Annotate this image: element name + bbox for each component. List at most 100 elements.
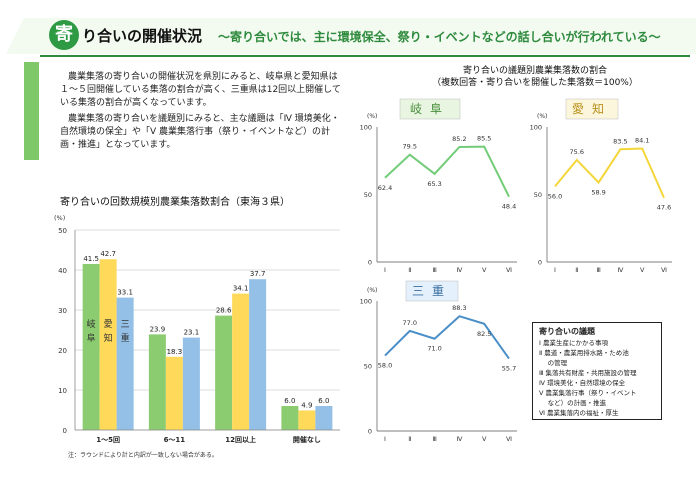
topic-legend-item: Ⅵ 農業集落内の福祉・厚生 [539, 409, 619, 417]
x-tick-label: Ⅱ [575, 266, 578, 274]
point-value-label: 85.5 [477, 135, 491, 143]
point-value-label: 71.0 [427, 345, 441, 353]
panel-title: 愛知 [572, 102, 612, 116]
bar-value-label: 23.1 [184, 329, 200, 337]
point-value-label: 84.1 [635, 136, 649, 144]
point-value-label: 56.0 [548, 192, 562, 200]
x-tick-label: Ⅵ [506, 266, 512, 274]
y-tick-label: 50 [58, 227, 67, 235]
series-line [554, 147, 665, 199]
x-tick-label: Ⅴ [640, 266, 645, 274]
topic-legend: 寄り合いの議題 Ⅰ 農業生産にかかる事項 Ⅱ 農道・農業用排水路・ため池 の管理… [532, 322, 662, 420]
y-tick-label: 0 [368, 428, 372, 436]
bar-value-label: 6.0 [318, 397, 329, 405]
header-banner [6, 18, 696, 54]
x-tick-label: Ⅴ [482, 435, 487, 443]
line-charts-title: 寄り合いの議題別農業集落数の割合 [462, 66, 607, 76]
x-tick-label: Ⅰ [384, 435, 386, 443]
bar-value-label: 37.7 [250, 270, 266, 278]
accent-bar [24, 62, 39, 160]
bar-value-label: 18.3 [167, 348, 183, 356]
y-axis-unit: (%) [367, 113, 377, 120]
bar [165, 356, 183, 430]
x-tick-label: Ⅰ [554, 266, 556, 274]
series-line [384, 145, 510, 198]
point-value-label: 47.6 [657, 204, 671, 212]
bar [315, 406, 333, 430]
series-line [384, 315, 510, 360]
series-label: 知 [104, 332, 113, 344]
series-label: 三 [121, 320, 130, 330]
point-value-label: 58.9 [591, 188, 605, 196]
bar [82, 264, 100, 430]
bar-value-label: 41.5 [83, 255, 99, 263]
y-tick-label: 40 [58, 267, 67, 275]
point-value-label: 55.7 [502, 365, 516, 373]
y-tick-label: 100 [530, 124, 542, 132]
bar-value-label: 4.9 [301, 401, 312, 409]
x-tick-label: Ⅲ [432, 266, 436, 274]
y-axis-unit: (%) [54, 214, 65, 222]
intro-paragraph-2: 農業集落の寄り合いを議題別にみると、主な議題は「Ⅳ 環境美化・自然環境の保全」や… [60, 114, 340, 150]
point-value-label: 48.4 [502, 203, 516, 211]
x-tick-label: Ⅴ [482, 266, 487, 274]
series-label: 阜 [87, 332, 96, 344]
x-tick-label: Ⅳ [456, 266, 462, 274]
bar-value-label: 23.9 [150, 325, 166, 333]
x-tick-label: 12回以上 [225, 435, 256, 444]
topic-legend-item: など）の計画・推進 [539, 399, 607, 407]
x-tick-label: Ⅳ [617, 266, 623, 274]
intro-paragraph-1: 農業集落の寄り合いの開催状況を県別にみると、岐阜県と愛知県は１～５回開催している… [60, 72, 341, 108]
point-value-label: 82.5 [477, 330, 491, 338]
title-badge: 寄 [49, 20, 79, 50]
point-value-label: 79.5 [403, 143, 417, 151]
topic-legend-item: Ⅱ 農道・農業用排水路・ため池 [539, 349, 629, 357]
x-tick-label: 6～11 [164, 436, 186, 444]
bar-value-label: 6.0 [284, 397, 295, 405]
topic-legend-item: Ⅳ 環境美化・自然環境の保全 [539, 379, 626, 387]
y-tick-label: 100 [360, 124, 372, 132]
y-tick-label: 0 [368, 259, 372, 267]
bar [182, 337, 200, 430]
x-tick-label: 開催なし [293, 435, 321, 444]
point-value-label: 85.2 [452, 135, 466, 143]
intro-text: 農業集落の寄り合いの開催状況を県別にみると、岐阜県と愛知県は１～５回開催している… [60, 71, 345, 155]
y-tick-label: 0 [538, 259, 542, 267]
point-value-label: 77.0 [403, 319, 417, 327]
point-value-label: 88.3 [452, 304, 466, 312]
panel-title: 三重 [412, 284, 452, 298]
bar-chart-title: 寄り合いの回数規模別農業集落数割合（東海３県） [60, 197, 290, 208]
y-tick-label: 0 [63, 427, 67, 435]
bar [281, 406, 299, 430]
y-tick-label: 10 [58, 387, 67, 395]
bar [298, 410, 316, 430]
bar-value-label: 34.1 [233, 285, 249, 293]
bar [116, 297, 134, 430]
panel-title-box [399, 98, 461, 120]
x-tick-label: Ⅱ [408, 266, 411, 274]
header-underline [40, 55, 690, 57]
page-subtitle: ～寄り合いでは、主に環境保全、祭り・イベントなどの話し合いが行われている～ [218, 30, 661, 44]
y-tick-label: 50 [534, 191, 542, 199]
bar [215, 315, 233, 430]
point-value-label: 62.4 [378, 184, 392, 192]
point-value-label: 75.6 [570, 148, 584, 156]
x-tick-label: Ⅲ [432, 435, 436, 443]
series-label: 重 [121, 332, 130, 344]
panel-title-box [405, 280, 459, 302]
y-tick-label: 20 [58, 347, 67, 355]
x-tick-label: 1～5回 [96, 435, 120, 444]
y-tick-label: 50 [364, 191, 372, 199]
topic-legend-item: Ⅰ 農業生産にかかる事項 [539, 339, 608, 347]
x-tick-label: Ⅵ [506, 435, 512, 443]
bar [99, 259, 117, 430]
topic-legend-item: Ⅲ 集落共有財産・共用施設の管理 [539, 369, 637, 377]
y-tick-label: 30 [58, 307, 67, 315]
topic-legend-title: 寄り合いの議題 [539, 327, 595, 336]
x-tick-label: Ⅲ [596, 266, 600, 274]
x-tick-label: Ⅰ [384, 266, 386, 274]
topic-legend-item: Ⅴ 農業集落行事（祭り・イベント [539, 389, 637, 397]
bar-value-label: 28.6 [216, 307, 232, 315]
y-tick-label: 50 [364, 363, 372, 371]
